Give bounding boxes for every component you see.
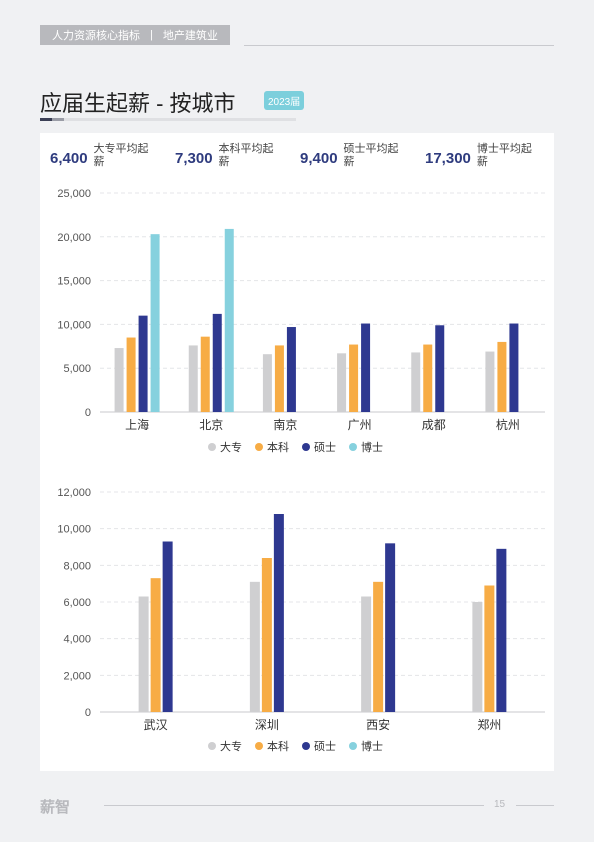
title-underline: [40, 118, 296, 121]
x-tick-label: 北京: [199, 418, 223, 432]
bar-本科-南京: [274, 345, 284, 412]
y-tick-label: 2,000: [63, 670, 91, 682]
stat-benke: 7,300 本科平均起薪: [175, 143, 281, 169]
stat-label: 硕士平均起薪: [343, 143, 399, 168]
legend-label: 本科: [267, 440, 289, 454]
y-tick-label: 0: [85, 707, 91, 719]
bar-硕士-深圳: [273, 514, 284, 712]
y-tick-label: 4,000: [63, 634, 91, 646]
x-tick-label: 南京: [273, 417, 297, 432]
bar-本科-上海: [126, 337, 136, 412]
bar-大专-成都: [411, 352, 421, 412]
bar-硕士-郑州: [496, 548, 507, 712]
footer-divider-right: [516, 805, 554, 806]
bar-硕士-北京: [212, 313, 222, 412]
bar-大专-西安: [361, 596, 372, 712]
bar-大专-上海: [114, 348, 124, 412]
header-bar: 人力资源核心指标 | 地产建筑业: [40, 25, 230, 45]
x-tick-label: 西安: [366, 717, 390, 732]
legend-swatch: [255, 443, 263, 451]
legend-swatch: [302, 443, 310, 451]
year-badge: 2023届: [264, 91, 305, 110]
stat-label: 博士平均起薪: [476, 143, 532, 168]
stat-label: 本科平均起薪: [218, 143, 274, 168]
legend-swatch: [208, 443, 216, 451]
legend-swatch: [349, 443, 357, 451]
bar-博士-北京: [224, 228, 234, 412]
y-tick-label: 12,000: [57, 487, 91, 499]
y-tick-label: 15,000: [57, 276, 91, 288]
header-industry: 地产建筑业: [162, 30, 218, 42]
page-number: 15: [494, 799, 506, 810]
bar-本科-深圳: [261, 558, 272, 712]
stat-value: 9,400: [300, 150, 338, 167]
header-category: 人力资源核心指标: [52, 30, 140, 42]
legend-label: 大专: [220, 739, 242, 753]
stat-boshi: 17,300 博士平均起薪: [425, 143, 539, 169]
x-tick-label: 郑州: [477, 717, 501, 732]
x-tick-label: 杭州: [496, 417, 520, 432]
y-tick-label: 20,000: [57, 232, 91, 244]
bar-大专-深圳: [249, 581, 260, 712]
bar-硕士-成都: [435, 325, 445, 412]
x-tick-label: 武汉: [144, 718, 168, 732]
chart-panel: [40, 133, 554, 771]
bar-本科-成都: [423, 344, 433, 412]
bar-硕士-广州: [361, 323, 371, 412]
y-tick-label: 8,000: [63, 560, 91, 572]
y-tick-label: 10,000: [57, 524, 91, 536]
legend-label: 大专: [220, 440, 242, 454]
legend-label: 博士: [361, 441, 383, 454]
bar-大专-武汉: [138, 596, 149, 712]
legend-label: 本科: [267, 739, 289, 753]
bar-硕士-南京: [286, 327, 296, 412]
bar-本科-郑州: [484, 585, 495, 712]
bar-大专-郑州: [472, 602, 483, 712]
bar-硕士-武汉: [162, 541, 173, 712]
x-tick-label: 上海: [125, 417, 149, 432]
footer-divider-left: [104, 805, 484, 806]
bar-大专-北京: [188, 345, 198, 412]
bar-本科-武汉: [150, 578, 161, 712]
footer-logo: 薪智: [40, 799, 71, 816]
bar-硕士-西安: [385, 543, 396, 712]
bar-博士-上海: [150, 234, 160, 412]
bar-大专-杭州: [485, 351, 495, 412]
x-tick-label: 深圳: [255, 718, 279, 732]
page-title: 应届生起薪 - 按城市: [40, 91, 236, 116]
x-tick-label: 广州: [348, 418, 372, 432]
bar-硕士-杭州: [509, 323, 519, 412]
header-separator: |: [150, 29, 153, 41]
stat-value: 6,400: [50, 150, 88, 167]
legend-swatch: [349, 742, 357, 750]
legend-label: 硕士: [314, 441, 336, 454]
stat-shuoshi: 9,400 硕士平均起薪: [300, 143, 406, 169]
stat-label: 大专平均起薪: [93, 143, 149, 168]
y-tick-label: 0: [85, 407, 91, 419]
legend-label: 博士: [361, 740, 383, 753]
y-tick-label: 25,000: [57, 188, 91, 200]
bar-大专-南京: [262, 354, 272, 412]
bar-本科-杭州: [497, 341, 507, 412]
stat-value: 7,300: [175, 150, 213, 167]
bar-本科-西安: [373, 581, 384, 712]
stat-dazhuan: 6,400 大专平均起薪: [50, 143, 156, 169]
legend-swatch: [302, 742, 310, 750]
bar-本科-北京: [200, 336, 210, 412]
bar-本科-广州: [349, 344, 359, 412]
bar-硕士-上海: [138, 315, 148, 412]
x-tick-label: 成都: [422, 418, 446, 432]
legend-swatch: [255, 742, 263, 750]
bar-大专-广州: [337, 353, 347, 412]
legend-label: 硕士: [314, 740, 336, 753]
legend-swatch: [208, 742, 216, 750]
header-divider: [244, 45, 554, 46]
stat-value: 17,300: [425, 150, 471, 167]
y-tick-label: 5,000: [63, 363, 91, 375]
y-tick-label: 10,000: [57, 319, 91, 331]
y-tick-label: 6,000: [63, 597, 91, 609]
